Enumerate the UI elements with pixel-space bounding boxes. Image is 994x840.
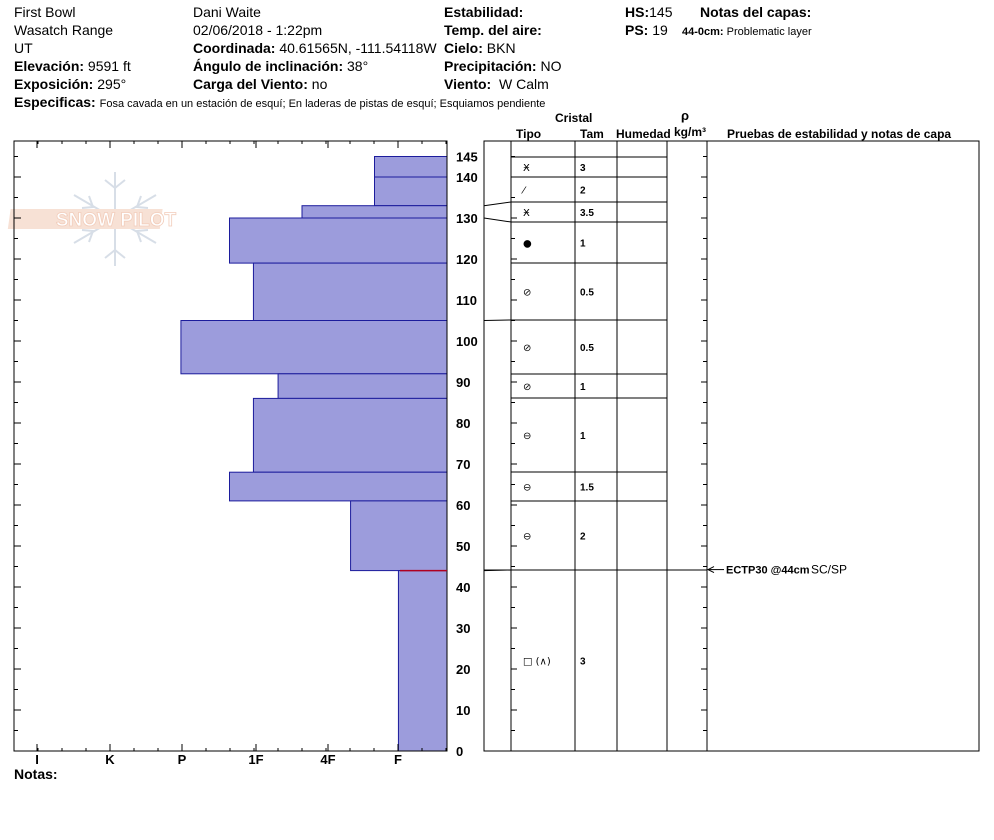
precipitation: Precipitación: NO bbox=[444, 58, 562, 74]
hardness-bar bbox=[397, 570, 448, 752]
depth-connector bbox=[483, 217, 512, 223]
penetration: PS: 19 bbox=[625, 22, 668, 38]
snow-height: HS:145 bbox=[625, 4, 673, 20]
coordinate: Coordinada: 40.61565N, -111.54118W bbox=[193, 40, 437, 56]
datetime: 02/06/2018 - 1:22pm bbox=[193, 22, 323, 38]
location: First Bowl bbox=[14, 4, 76, 20]
depth-connector bbox=[483, 569, 512, 572]
y-tick-label: 10 bbox=[456, 703, 470, 718]
state: UT bbox=[14, 40, 33, 56]
grain-symbol: ⊖ bbox=[523, 431, 531, 442]
elevation: Elevación: 9591 ft bbox=[14, 58, 131, 74]
grain-size: 1 bbox=[580, 382, 586, 393]
col-size: Tam bbox=[580, 127, 604, 141]
grain-size: 1 bbox=[580, 431, 586, 442]
y-tick-label: 120 bbox=[456, 252, 478, 267]
grain-symbol: ⁄ bbox=[521, 186, 527, 197]
y-tick-label: 90 bbox=[456, 375, 470, 390]
range: Wasatch Range bbox=[14, 22, 114, 38]
y-tick-label: 60 bbox=[456, 498, 470, 513]
col-tests: Pruebas de estabilidad y notas de capa bbox=[727, 127, 952, 141]
grain-size: 1.5 bbox=[580, 483, 594, 494]
grain-size: 0.5 bbox=[580, 343, 594, 354]
grain-size: 2 bbox=[580, 186, 586, 197]
x-tick-label: I bbox=[35, 752, 39, 767]
grain-size: 2 bbox=[580, 532, 586, 543]
specifics: Especificas: Fosa cavada en un estación … bbox=[14, 94, 546, 110]
notes-label: Notas: bbox=[14, 766, 58, 782]
x-tick-label: 4F bbox=[320, 752, 335, 767]
y-tick-label: 140 bbox=[456, 170, 478, 185]
snowpilot-logo: SNOW PILOT bbox=[7, 172, 177, 266]
hardness-bar bbox=[252, 397, 448, 473]
layer-notes-title: Notas del capas: bbox=[700, 4, 812, 20]
hardness-bar bbox=[277, 373, 448, 399]
x-tick-label: K bbox=[105, 752, 115, 767]
grain-symbol: ⊘ bbox=[523, 343, 531, 354]
grain-size: 3 bbox=[580, 163, 586, 174]
air-temp: Temp. del aire: bbox=[444, 22, 542, 38]
grain-symbol: ⊘ bbox=[523, 382, 531, 393]
hardness-bar bbox=[301, 205, 448, 219]
grain-symbol: ⊖ bbox=[523, 483, 531, 494]
y-tick-label: 30 bbox=[456, 621, 470, 636]
col-rho: ρ bbox=[681, 108, 690, 123]
hardness-bar bbox=[180, 320, 448, 375]
grain-symbol: Ӿ bbox=[523, 163, 530, 174]
hardness-bar bbox=[229, 217, 448, 264]
test-label: ECTP30 @44cm bbox=[726, 565, 810, 577]
grain-size: 0.5 bbox=[580, 288, 594, 299]
svg-text:SNOW PILOT: SNOW PILOT bbox=[56, 210, 177, 231]
crystal-table bbox=[483, 140, 980, 752]
y-tick-label: 20 bbox=[456, 662, 470, 677]
wind: Viento: W Calm bbox=[444, 76, 549, 92]
x-tick-label: F bbox=[394, 752, 402, 767]
grain-symbol: ⊖ bbox=[523, 532, 531, 543]
y-tick-label: 40 bbox=[456, 580, 470, 595]
y-tick-label: 100 bbox=[456, 334, 478, 349]
hardness-bar bbox=[374, 176, 448, 207]
col-type: Tipo bbox=[516, 127, 542, 141]
grain-size: 3.5 bbox=[580, 208, 594, 219]
y-tick-label: 80 bbox=[456, 416, 470, 431]
x-tick-label: 1F bbox=[248, 752, 263, 767]
hardness-bar bbox=[374, 156, 448, 178]
grain-symbol: ⊘ bbox=[523, 288, 531, 299]
depth-connector bbox=[483, 319, 512, 321]
grain-symbol: □ (∧) bbox=[523, 657, 551, 668]
y-tick-label: 0 bbox=[456, 744, 463, 759]
test-arrow-head bbox=[706, 566, 715, 574]
grain-symbol: ● bbox=[523, 239, 532, 250]
y-tick-label: 70 bbox=[456, 457, 470, 472]
y-tick-label: 110 bbox=[456, 293, 477, 308]
grain-size: 1 bbox=[580, 239, 586, 250]
layer-note: 44-0cm: Problematic layer bbox=[682, 26, 812, 38]
wind-loading: Carga del Viento: no bbox=[193, 76, 328, 92]
grain-size: 3 bbox=[580, 657, 586, 668]
depth-connector bbox=[483, 201, 512, 207]
hardness-bar bbox=[229, 471, 448, 502]
stability: Estabilidad: bbox=[444, 4, 524, 20]
observer: Dani Waite bbox=[193, 4, 261, 20]
y-tick-label: 145 bbox=[456, 150, 478, 165]
col-density-unit: kg/m³ bbox=[674, 125, 707, 139]
sky: Cielo: BKN bbox=[444, 40, 516, 56]
y-tick-label: 50 bbox=[456, 539, 470, 554]
slope-angle: Ángulo de inclinación: 38° bbox=[193, 58, 369, 74]
grain-symbol: Ӿ bbox=[523, 208, 530, 219]
hardness-bar bbox=[350, 500, 448, 572]
col-crystal: Cristal bbox=[555, 111, 593, 125]
aspect: Exposición: 295° bbox=[14, 76, 127, 92]
x-tick-label: P bbox=[178, 752, 187, 767]
hardness-bar bbox=[252, 262, 448, 322]
test-note: SC/SP bbox=[811, 563, 847, 577]
col-moisture: Humedad bbox=[616, 127, 671, 141]
y-tick-label: 130 bbox=[456, 211, 478, 226]
